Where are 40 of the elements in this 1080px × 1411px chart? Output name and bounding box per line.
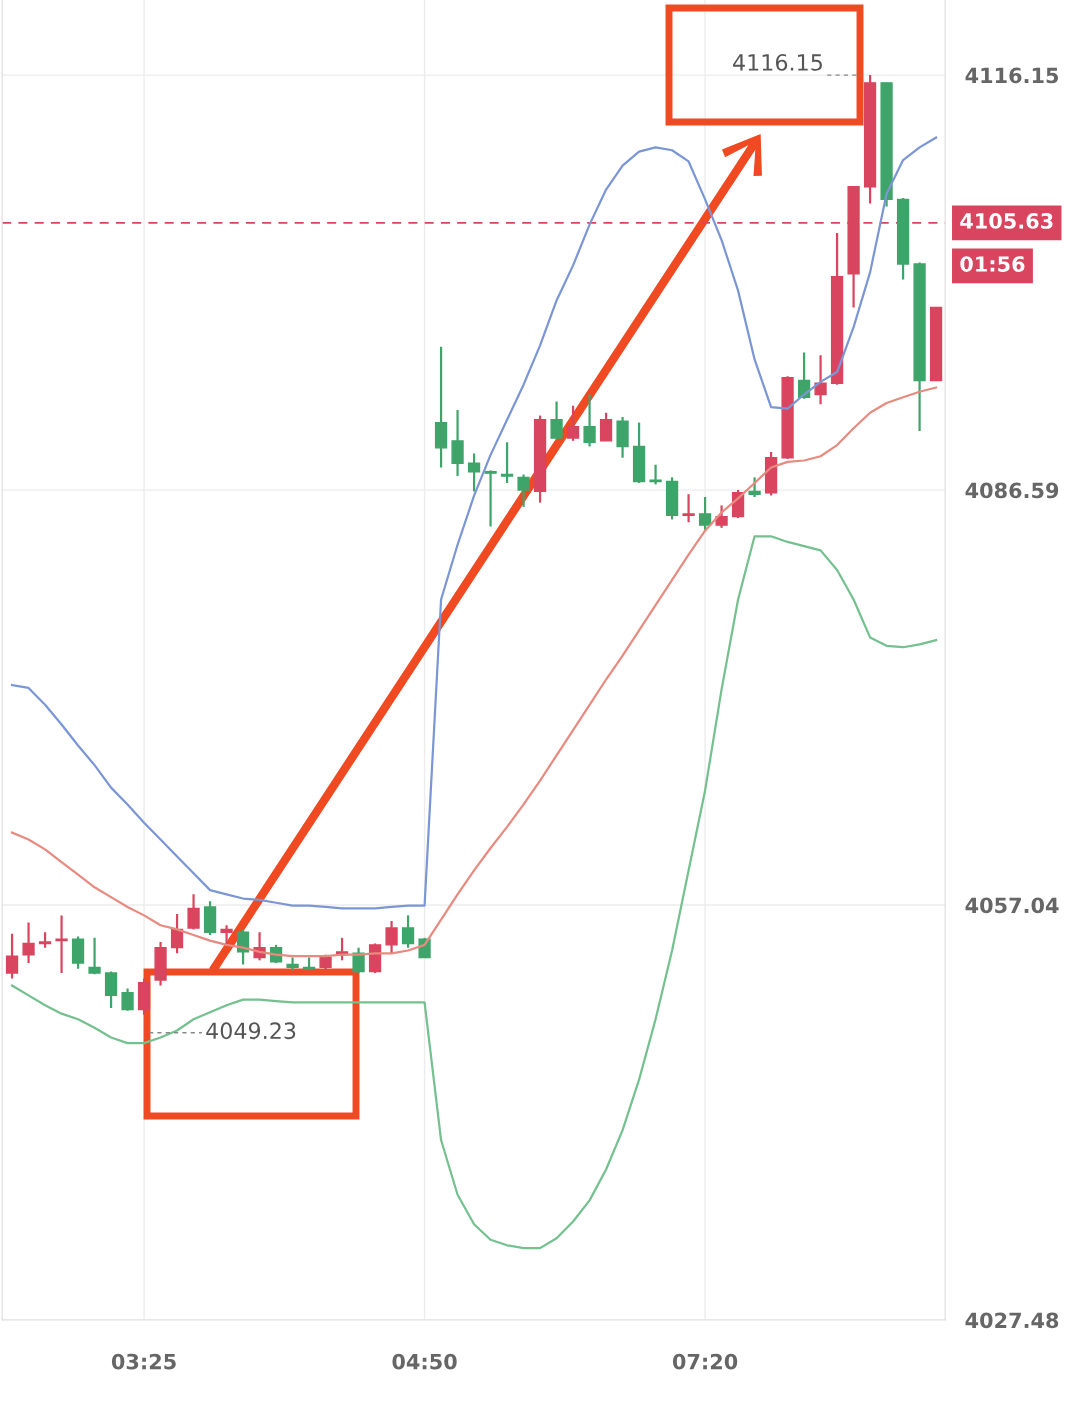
candlestick	[484, 469, 497, 528]
candlestick	[467, 452, 481, 493]
candlestick	[22, 921, 35, 965]
x-tick-label: 04:50	[392, 1353, 457, 1370]
line-series	[10, 535, 938, 1250]
candlestick	[121, 987, 134, 1012]
y-tick-label: 4027.48	[965, 1312, 1059, 1329]
y-tick-label: 4057.04	[965, 897, 1059, 914]
candlestick	[401, 914, 415, 949]
candlestick	[88, 936, 101, 976]
candlestick	[220, 924, 233, 946]
text: 01:56	[960, 256, 1025, 272]
line-series	[10, 136, 938, 910]
ref-line-label: 4105.63	[960, 213, 1053, 229]
candlestick	[550, 400, 563, 441]
annotation: 4049.23	[206, 1022, 296, 1040]
candlestick	[286, 956, 299, 972]
candlestick	[451, 408, 464, 478]
candlestick	[104, 970, 118, 1010]
candlestick	[748, 476, 761, 499]
y-tick-label: 4116.15	[965, 67, 1059, 84]
candlestick	[599, 411, 613, 442]
candlestick	[71, 935, 85, 970]
candlestick	[500, 441, 514, 485]
candlestick	[682, 493, 695, 524]
y-tick-label: 4086.59	[965, 482, 1059, 499]
candlestick	[385, 919, 398, 955]
candlestick	[566, 404, 580, 442]
candlestick	[715, 504, 728, 529]
annotation: 4116.15	[733, 54, 822, 71]
candlestick	[814, 354, 827, 406]
candlestick	[352, 946, 365, 975]
x-tick-label: 07:20	[672, 1353, 738, 1370]
candlestick	[698, 495, 712, 532]
candlestick	[649, 463, 662, 486]
candlestick	[187, 893, 200, 931]
candlestick	[517, 473, 530, 508]
candlestick	[583, 393, 596, 448]
candlestick	[5, 932, 19, 980]
x-tick-label: 03:25	[111, 1353, 176, 1370]
